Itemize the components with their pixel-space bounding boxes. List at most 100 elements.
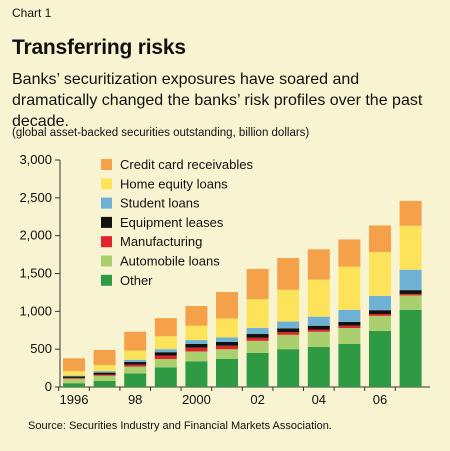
legend-swatch-other: [101, 274, 112, 286]
legend-swatch-equipment: [101, 216, 112, 228]
bar-segment-credit_card: [369, 225, 391, 252]
bar-segment-equipment: [63, 376, 85, 378]
bar-segment-manufacturing: [338, 325, 361, 328]
bar-segment-equipment: [399, 290, 422, 294]
bar-segment-equipment: [93, 372, 116, 375]
bar-segment-manufacturing: [307, 329, 330, 332]
bar-segment-other: [277, 349, 300, 387]
bar-segment-manufacturing: [246, 337, 269, 341]
bar-segment-student: [399, 269, 422, 291]
legend-swatch-manufacturing: [101, 236, 112, 248]
bar-segment-other: [399, 309, 422, 387]
bar-segment-automobile: [185, 351, 208, 362]
bar-segment-credit_card: [185, 306, 208, 326]
y-tick-label: 2,000: [19, 228, 52, 243]
bar-segment-credit_card: [399, 200, 422, 226]
x-tick-label: 98: [128, 392, 142, 407]
bar-segment-automobile: [63, 378, 85, 384]
bar-segment-manufacturing: [369, 313, 391, 316]
bar-segment-home_equity: [93, 365, 116, 372]
bar-segment-equipment: [154, 352, 177, 356]
bar-segment-other: [124, 373, 147, 387]
bar-segment-other: [246, 352, 269, 387]
legend-swatch-student: [101, 197, 112, 209]
bar-segment-equipment: [185, 343, 208, 348]
bar-segment-home_equity: [246, 299, 269, 328]
bar-segment-automobile: [154, 359, 177, 368]
bar-segment-student: [277, 321, 300, 329]
x-tick-label: 06: [373, 392, 387, 407]
bar-segment-other: [338, 343, 361, 387]
legend-label: Manufacturing: [120, 234, 202, 249]
legend-label: Other: [120, 273, 153, 288]
x-tick-label: 04: [312, 392, 326, 407]
bar-segment-student: [246, 327, 269, 335]
bar-segment-home_equity: [307, 279, 330, 317]
bar-segment-home_equity: [399, 225, 422, 270]
chart-number-label: Chart 1: [12, 6, 52, 20]
y-tick-label: 500: [30, 341, 52, 356]
chart-title: Transferring risks: [12, 36, 186, 59]
bar-segment-student: [124, 359, 147, 363]
legend-label: Automobile loans: [120, 254, 220, 269]
y-tick-label: 0: [45, 379, 52, 394]
y-tick-label: 1,000: [19, 303, 52, 318]
y-tick-label: 2,500: [19, 190, 52, 205]
bar-segment-credit_card: [338, 239, 361, 267]
bar-segment-student: [63, 375, 85, 377]
legend-swatch-home_equity: [101, 178, 112, 190]
bar-segment-equipment: [277, 328, 300, 333]
bar-segment-equipment: [369, 310, 391, 314]
legend-swatch-automobile: [101, 255, 112, 267]
bar-segment-home_equity: [154, 336, 177, 350]
y-tick-label: 1,500: [19, 266, 52, 281]
bar-segment-home_equity: [338, 266, 361, 310]
bar-segment-other: [369, 331, 391, 387]
legend-label: Home equity loans: [120, 176, 228, 191]
bar-segment-automobile: [369, 315, 391, 332]
bar-segment-equipment: [338, 321, 361, 326]
bar-segment-automobile: [307, 331, 330, 347]
bar-segment-credit_card: [154, 318, 177, 337]
bar-segment-credit_card: [63, 358, 85, 372]
bar-segment-student: [369, 295, 391, 311]
x-tick-label: 02: [250, 392, 264, 407]
bar-segment-home_equity: [185, 325, 208, 341]
bar-segment-credit_card: [246, 268, 269, 300]
chart-subtitle: Banks’ securitization exposures have soa…: [12, 71, 423, 130]
legend-label: Student loans: [120, 196, 200, 211]
bar-segment-other: [307, 346, 330, 387]
bar-segment-automobile: [277, 334, 300, 350]
bar-segment-student: [154, 349, 177, 353]
bar-segment-equipment: [216, 341, 238, 346]
bar-segment-manufacturing: [63, 377, 85, 379]
bar-segment-credit_card: [277, 257, 300, 290]
bar-segment-manufacturing: [277, 332, 300, 335]
x-tick-label: 1996: [60, 392, 89, 407]
x-tick-label: 2000: [182, 392, 211, 407]
bar-segment-other: [216, 359, 238, 387]
bar-segment-automobile: [216, 349, 238, 360]
legend-swatch-credit_card: [101, 159, 112, 170]
bar-segment-credit_card: [93, 349, 116, 366]
bar-segment-automobile: [338, 327, 361, 344]
bar-segment-manufacturing: [93, 374, 116, 376]
bar-segment-automobile: [124, 366, 147, 374]
bar-segment-other: [154, 367, 177, 387]
bar-segment-student: [307, 316, 330, 326]
bar-segment-other: [185, 361, 208, 387]
source-note: Source: Securities Industry and Financia…: [28, 420, 332, 432]
bar-segment-equipment: [307, 325, 330, 330]
bar-segment-automobile: [93, 375, 116, 381]
legend-label: Credit card receivables: [120, 157, 253, 172]
bar-segment-student: [185, 340, 208, 344]
bar-segment-manufacturing: [185, 347, 208, 352]
bar-segment-other: [63, 383, 85, 387]
bar-segment-manufacturing: [154, 355, 177, 360]
chart-units-note: (global asset-backed securities outstand…: [12, 127, 310, 139]
bar-segment-home_equity: [369, 251, 391, 296]
bar-segment-credit_card: [124, 331, 147, 351]
bar-segment-home_equity: [277, 289, 300, 322]
